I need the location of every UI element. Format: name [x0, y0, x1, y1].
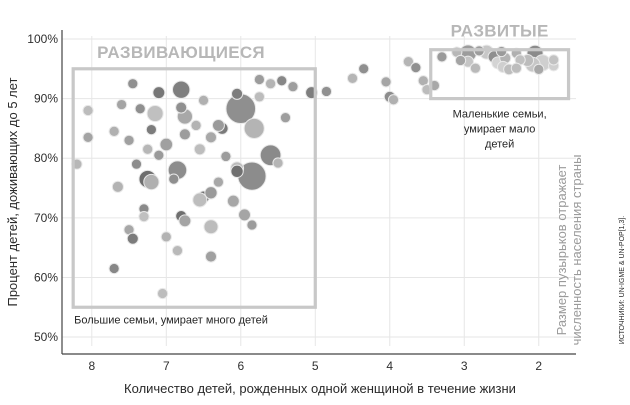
data-point	[253, 91, 266, 103]
data-point	[138, 211, 150, 223]
data-point	[178, 128, 191, 141]
data-point	[108, 125, 120, 138]
y-axis-title: Процент детей, доживающих до 5 лет	[5, 77, 20, 306]
data-point	[108, 262, 120, 275]
y-tick-label: 60%	[34, 270, 58, 284]
developed-region-note: Маленькие семьи,	[453, 109, 547, 121]
x-tick-label: 3	[461, 359, 468, 373]
y-tick-label: 90%	[34, 92, 58, 106]
x-tick-label: 4	[386, 359, 393, 373]
data-point	[320, 85, 333, 98]
bubble-size-note: Размер пузырьков отражает	[554, 165, 569, 336]
data-point	[230, 87, 244, 100]
data-point	[276, 75, 288, 87]
data-point	[190, 119, 202, 132]
data-point	[197, 94, 210, 107]
source-note: ИСТОЧНИКИ: UN-IGME & UN-POP[1,3].	[619, 216, 626, 345]
data-point	[380, 76, 392, 88]
data-point	[220, 150, 232, 163]
data-point	[204, 131, 218, 144]
developed-region-box	[429, 48, 571, 101]
data-point	[134, 103, 146, 115]
data-point	[272, 157, 284, 169]
data-point	[243, 117, 265, 139]
data-point	[168, 173, 180, 185]
developed-region-note: детей	[485, 139, 514, 151]
labels-layer: РАЗВИВАЮЩИЕСЯ Большие семьи, умирает мног…	[5, 22, 626, 396]
data-point	[238, 208, 251, 222]
developing-region-note: Большие семьи, умирает много детей	[74, 314, 268, 326]
data-point	[130, 158, 143, 170]
data-point	[145, 123, 158, 136]
data-point	[226, 194, 240, 208]
y-tick-label: 50%	[34, 330, 58, 344]
data-point	[533, 63, 545, 76]
data-point	[142, 143, 154, 155]
x-tick-label: 7	[163, 359, 170, 373]
data-point	[402, 56, 415, 68]
y-tick-label: 100%	[27, 32, 58, 46]
data-point	[203, 219, 219, 235]
data-point	[126, 232, 139, 245]
data-point	[82, 104, 94, 117]
data-point	[211, 118, 225, 132]
data-point	[253, 73, 266, 86]
bubble-size-note: численность населения страны	[569, 155, 584, 346]
data-point	[153, 149, 165, 161]
data-point	[346, 72, 359, 84]
data-point	[193, 143, 206, 156]
data-point	[146, 104, 164, 123]
data-point	[410, 61, 422, 74]
data-point	[152, 86, 166, 100]
developed-region-note: умирает мало	[464, 124, 536, 136]
developing-region-label: РАЗВИВАЮЩИЕСЯ	[97, 43, 265, 62]
data-point	[115, 98, 128, 111]
developed-region-label: РАЗВИТЫЕ	[451, 22, 549, 41]
data-point	[160, 231, 172, 243]
data-point	[548, 54, 560, 66]
data-point	[279, 112, 292, 124]
data-point	[171, 80, 191, 99]
x-tick-label: 6	[237, 359, 244, 373]
data-point	[178, 214, 192, 228]
data-point	[204, 250, 218, 263]
data-point	[82, 131, 94, 143]
data-point	[123, 134, 135, 146]
x-axis-title: Количество детей, рожденных одной женщин…	[124, 381, 516, 396]
data-point	[159, 137, 174, 152]
annotation-layer	[71, 48, 571, 309]
data-point	[212, 176, 225, 188]
data-point	[246, 219, 258, 231]
data-point	[127, 78, 139, 90]
developing-region-box	[71, 67, 317, 309]
grid-layer	[62, 36, 576, 346]
data-point	[358, 63, 370, 75]
axes-layer: 8 7 6 5 4 3 2 50% 60% 70% 80% 90% 100%	[27, 30, 576, 373]
data-point	[287, 81, 299, 93]
data-point	[143, 173, 160, 191]
data-point	[495, 45, 508, 58]
data-point	[387, 94, 400, 106]
data-point	[230, 164, 244, 178]
data-point	[156, 287, 169, 300]
data-point	[171, 244, 184, 257]
y-tick-label: 80%	[34, 151, 58, 165]
data-point	[111, 180, 124, 193]
data-point	[469, 62, 482, 74]
data-point	[510, 62, 523, 74]
x-tick-label: 8	[88, 359, 95, 373]
data-point	[436, 51, 448, 63]
data-point	[175, 101, 188, 114]
x-tick-label: 5	[312, 359, 319, 373]
data-point	[192, 192, 208, 208]
data-point	[264, 78, 277, 90]
data-point	[454, 54, 467, 67]
data-point	[204, 186, 218, 200]
y-tick-label: 70%	[34, 211, 58, 225]
x-tick-label: 2	[535, 359, 542, 373]
